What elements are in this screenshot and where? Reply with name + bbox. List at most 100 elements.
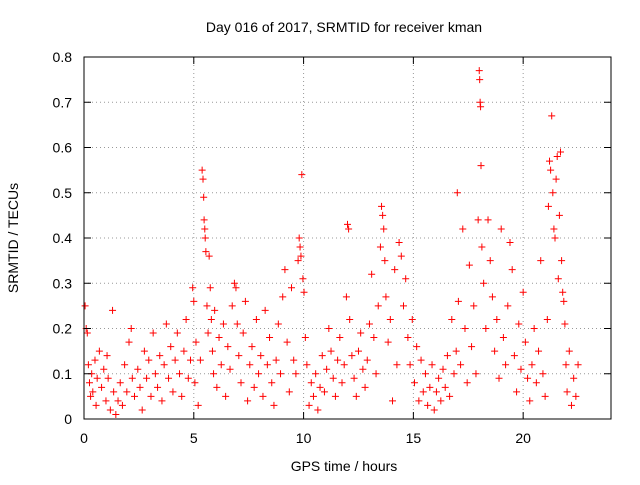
data-point bbox=[468, 343, 476, 351]
data-point bbox=[312, 370, 320, 378]
data-point bbox=[298, 171, 306, 179]
data-point bbox=[104, 374, 112, 382]
data-point bbox=[475, 67, 483, 75]
data-point bbox=[211, 306, 219, 314]
data-point bbox=[515, 320, 523, 328]
data-point bbox=[257, 352, 265, 360]
data-point bbox=[399, 302, 407, 310]
data-point bbox=[131, 392, 139, 400]
data-point bbox=[530, 325, 538, 332]
x-tick-label: 10 bbox=[296, 430, 312, 446]
data-point bbox=[415, 397, 423, 405]
data-point bbox=[112, 410, 120, 418]
data-point bbox=[250, 383, 258, 391]
data-point bbox=[200, 193, 208, 201]
data-point bbox=[134, 365, 142, 373]
y-tick-label: 0 bbox=[64, 411, 72, 427]
data-point bbox=[350, 374, 358, 382]
data-point bbox=[219, 320, 227, 328]
data-point bbox=[474, 216, 482, 224]
data-point bbox=[432, 388, 440, 396]
data-point bbox=[215, 334, 223, 342]
data-point bbox=[357, 329, 365, 337]
data-point bbox=[182, 315, 190, 323]
x-tick-label: 5 bbox=[190, 430, 198, 446]
data-point bbox=[513, 388, 521, 396]
data-point bbox=[288, 284, 296, 292]
data-point bbox=[537, 257, 545, 265]
data-point bbox=[184, 374, 192, 382]
data-point bbox=[378, 202, 386, 210]
data-point bbox=[230, 279, 238, 287]
data-point bbox=[106, 406, 114, 414]
data-point bbox=[189, 284, 197, 292]
data-point bbox=[459, 225, 467, 233]
data-point bbox=[565, 347, 573, 355]
data-point bbox=[259, 392, 267, 400]
data-point bbox=[435, 374, 443, 382]
chart-title: Day 016 of 2017, SRMTID for receiver kma… bbox=[206, 19, 482, 35]
data-point bbox=[300, 288, 308, 296]
data-point bbox=[382, 293, 390, 301]
data-points bbox=[81, 67, 582, 418]
data-point bbox=[294, 257, 302, 265]
data-point bbox=[305, 401, 313, 409]
data-point bbox=[314, 406, 322, 414]
data-point bbox=[186, 356, 194, 364]
data-point bbox=[320, 388, 328, 396]
data-point bbox=[329, 374, 337, 382]
data-point bbox=[147, 392, 155, 400]
data-point bbox=[370, 334, 378, 342]
data-point bbox=[406, 361, 414, 369]
data-point bbox=[316, 383, 324, 391]
data-point bbox=[410, 379, 418, 387]
data-point bbox=[391, 266, 399, 274]
data-point bbox=[95, 347, 103, 355]
data-point bbox=[323, 365, 331, 373]
data-point bbox=[558, 257, 566, 265]
data-point bbox=[84, 361, 92, 369]
data-point bbox=[297, 252, 305, 260]
data-point bbox=[178, 392, 186, 400]
data-point bbox=[551, 234, 559, 242]
data-point bbox=[123, 388, 131, 396]
data-point bbox=[476, 76, 484, 84]
data-point bbox=[277, 370, 285, 378]
data-point bbox=[204, 329, 212, 337]
data-point bbox=[100, 365, 108, 373]
x-tick-label: 15 bbox=[406, 430, 422, 446]
data-point bbox=[176, 370, 184, 378]
data-point bbox=[91, 356, 99, 364]
data-point bbox=[574, 361, 582, 369]
data-point bbox=[486, 257, 494, 265]
y-tick-label: 0.4 bbox=[53, 230, 73, 246]
data-point bbox=[222, 392, 230, 400]
data-point bbox=[102, 397, 110, 405]
data-point bbox=[194, 401, 202, 409]
data-point bbox=[345, 225, 353, 233]
data-point bbox=[404, 334, 412, 342]
data-point bbox=[140, 347, 148, 355]
data-point bbox=[213, 383, 221, 391]
y-tick-label: 0.6 bbox=[53, 140, 73, 156]
data-point bbox=[562, 361, 570, 369]
data-point bbox=[563, 388, 571, 396]
data-point bbox=[491, 347, 499, 355]
data-point bbox=[352, 392, 360, 400]
data-point bbox=[379, 211, 387, 219]
data-point bbox=[207, 315, 215, 323]
data-point bbox=[506, 239, 514, 247]
data-point bbox=[477, 162, 485, 170]
data-point bbox=[570, 374, 578, 382]
data-point bbox=[556, 148, 564, 156]
data-point bbox=[201, 225, 209, 233]
data-point bbox=[307, 379, 315, 387]
data-point bbox=[156, 352, 164, 360]
data-point bbox=[524, 374, 532, 382]
data-point bbox=[426, 383, 434, 391]
data-point bbox=[232, 284, 240, 292]
data-point bbox=[279, 293, 287, 301]
data-point bbox=[246, 361, 254, 369]
data-point bbox=[546, 157, 554, 165]
data-point bbox=[285, 388, 293, 396]
